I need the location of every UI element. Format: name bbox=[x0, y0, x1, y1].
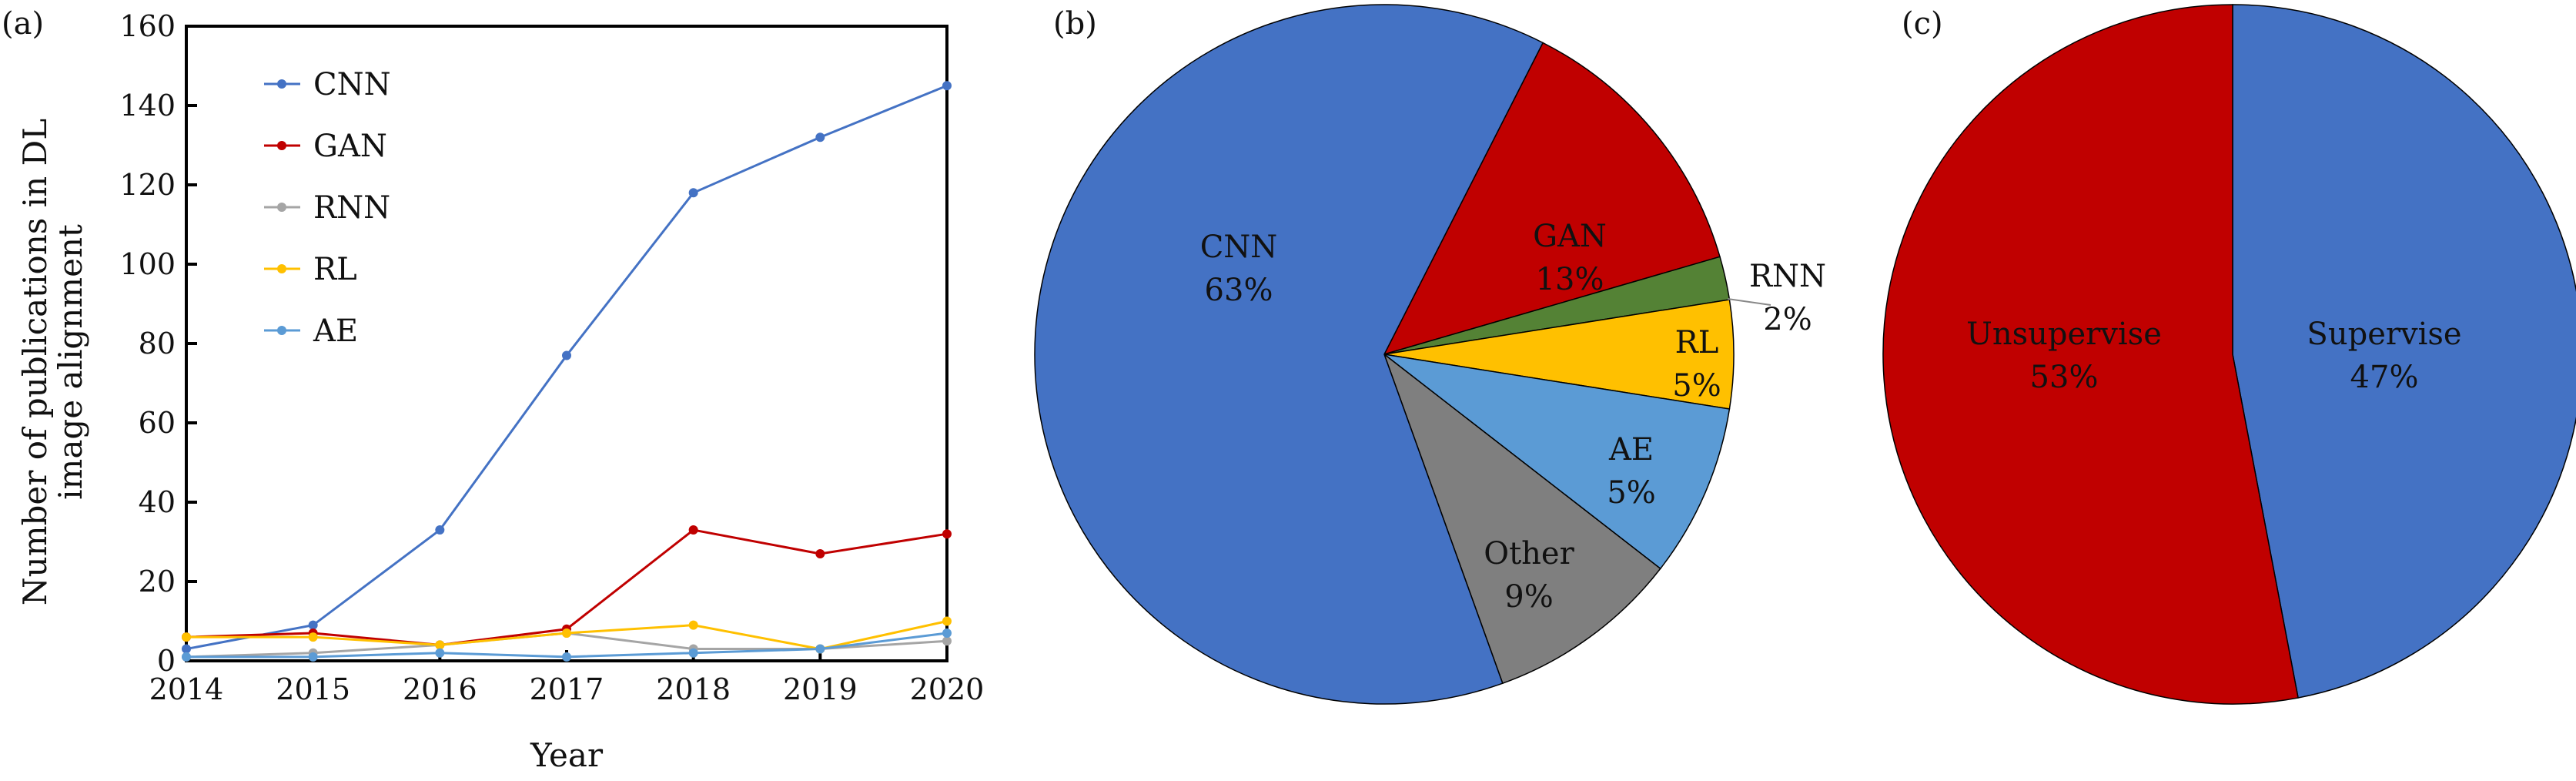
y-tick-label: 140 bbox=[119, 89, 176, 122]
y-axis-label-line2: image alignment bbox=[52, 224, 89, 500]
data-point-cnn bbox=[562, 350, 571, 360]
x-tick-label: 2019 bbox=[783, 672, 858, 706]
y-axis-label-line1: Number of publications in DL bbox=[16, 119, 54, 605]
x-tick-label: 2018 bbox=[656, 672, 731, 706]
y-tick-label: 80 bbox=[139, 327, 176, 360]
data-point-ae bbox=[308, 652, 318, 662]
slice-percent-rnn: 2% bbox=[1763, 302, 1812, 337]
y-tick-label: 20 bbox=[139, 565, 176, 598]
slice-percent-other: 9% bbox=[1504, 579, 1553, 615]
data-point-ae bbox=[815, 644, 825, 654]
legend-label-ae: AE bbox=[313, 313, 358, 349]
slice-percent-rl: 5% bbox=[1672, 368, 1721, 404]
pie-slice-cnn bbox=[1034, 4, 1544, 705]
pie-chart-supervision: Supervise 47% Unsupervise 53% bbox=[1882, 4, 2576, 705]
data-point-cnn bbox=[815, 132, 825, 142]
slice-name-rl: RL bbox=[1675, 325, 1719, 360]
data-point-rl bbox=[688, 620, 698, 630]
slice-name-ae: AE bbox=[1608, 432, 1654, 468]
panel-label-b: (b) bbox=[1053, 6, 1097, 42]
legend-label-gan: GAN bbox=[313, 129, 387, 164]
rnn-leader-line bbox=[1727, 298, 1771, 306]
y-tick-label: 0 bbox=[157, 644, 176, 678]
legend-marker-rnn bbox=[277, 203, 286, 212]
slice-percent-gan: 13% bbox=[1536, 262, 1604, 297]
slice-name-other: Other bbox=[1484, 536, 1574, 572]
data-point-rl bbox=[182, 632, 191, 642]
data-point-gan bbox=[688, 525, 698, 535]
x-tick-label: 2016 bbox=[403, 672, 477, 706]
slice-name-supervise: Supervise bbox=[2307, 317, 2461, 352]
y-tick-label: 100 bbox=[119, 247, 176, 281]
slice-name-unsupervise: Unsupervise bbox=[1966, 317, 2162, 352]
plot-frame bbox=[185, 25, 948, 662]
x-tick-label: 2015 bbox=[276, 672, 350, 706]
y-tick-label: 160 bbox=[119, 9, 176, 43]
x-axis-label: Year bbox=[530, 736, 604, 774]
pie-slice-supervise bbox=[2232, 4, 2576, 699]
legend-marker-ae bbox=[277, 326, 286, 335]
pie-slice-rl bbox=[1383, 299, 1735, 410]
panel-label-c: (c) bbox=[1902, 6, 1943, 42]
pie-slice-unsupervise bbox=[1882, 4, 2299, 705]
data-point-cnn bbox=[308, 620, 318, 630]
data-point-cnn bbox=[182, 644, 191, 654]
pie-slice-gan bbox=[1383, 42, 1721, 356]
data-point-cnn bbox=[688, 188, 698, 198]
data-point-ae bbox=[435, 648, 445, 658]
pie-slice-ae bbox=[1383, 354, 1731, 570]
data-point-ae bbox=[688, 648, 698, 658]
data-point-rl bbox=[942, 616, 952, 626]
slice-name-rnn: RNN bbox=[1749, 259, 1826, 294]
slice-percent-cnn: 63% bbox=[1205, 273, 1273, 308]
data-point-gan bbox=[942, 529, 952, 539]
data-point-ae bbox=[182, 652, 191, 662]
pie-chart-methods: GAN 13% RNN 2% RL 5% AE 5% Other 9% CNN 63% bbox=[1034, 4, 1826, 705]
legend-label-rl: RL bbox=[313, 252, 357, 287]
data-point-cnn bbox=[942, 81, 952, 91]
slice-percent-supervise: 47% bbox=[2350, 360, 2419, 395]
legend-marker-cnn bbox=[277, 79, 286, 89]
data-point-ae bbox=[562, 652, 571, 662]
data-point-rl bbox=[308, 632, 318, 642]
y-tick-label: 120 bbox=[119, 168, 176, 202]
data-point-rl bbox=[562, 628, 571, 638]
series-line-cnn bbox=[186, 84, 948, 651]
slice-percent-ae: 5% bbox=[1607, 475, 1655, 511]
legend-marker-gan bbox=[277, 141, 286, 150]
data-point-gan bbox=[815, 548, 825, 558]
panel-label-a: (a) bbox=[2, 6, 44, 42]
data-point-ae bbox=[942, 628, 952, 638]
y-tick-label: 40 bbox=[139, 485, 176, 519]
x-tick-label: 2014 bbox=[149, 672, 224, 706]
legend-label-cnn: CNN bbox=[313, 67, 391, 102]
data-point-cnn bbox=[435, 525, 445, 535]
line-chart: 0 20 40 60 80 100 120 140 160 2014 2015 2016 2017 201… bbox=[119, 9, 984, 706]
x-tick-label: 2020 bbox=[910, 672, 985, 706]
slice-name-cnn: CNN bbox=[1200, 230, 1278, 265]
pie-slice-other bbox=[1383, 352, 1661, 685]
data-point-rl bbox=[435, 640, 445, 650]
slice-percent-unsupervise: 53% bbox=[2030, 360, 2099, 395]
y-tick-label: 60 bbox=[139, 406, 176, 440]
legend-marker-rl bbox=[277, 264, 286, 273]
data-point-rnn bbox=[942, 636, 952, 646]
legend-label-rnn: RNN bbox=[313, 190, 390, 226]
slice-name-gan: GAN bbox=[1533, 219, 1607, 254]
x-tick-label: 2017 bbox=[530, 672, 604, 706]
